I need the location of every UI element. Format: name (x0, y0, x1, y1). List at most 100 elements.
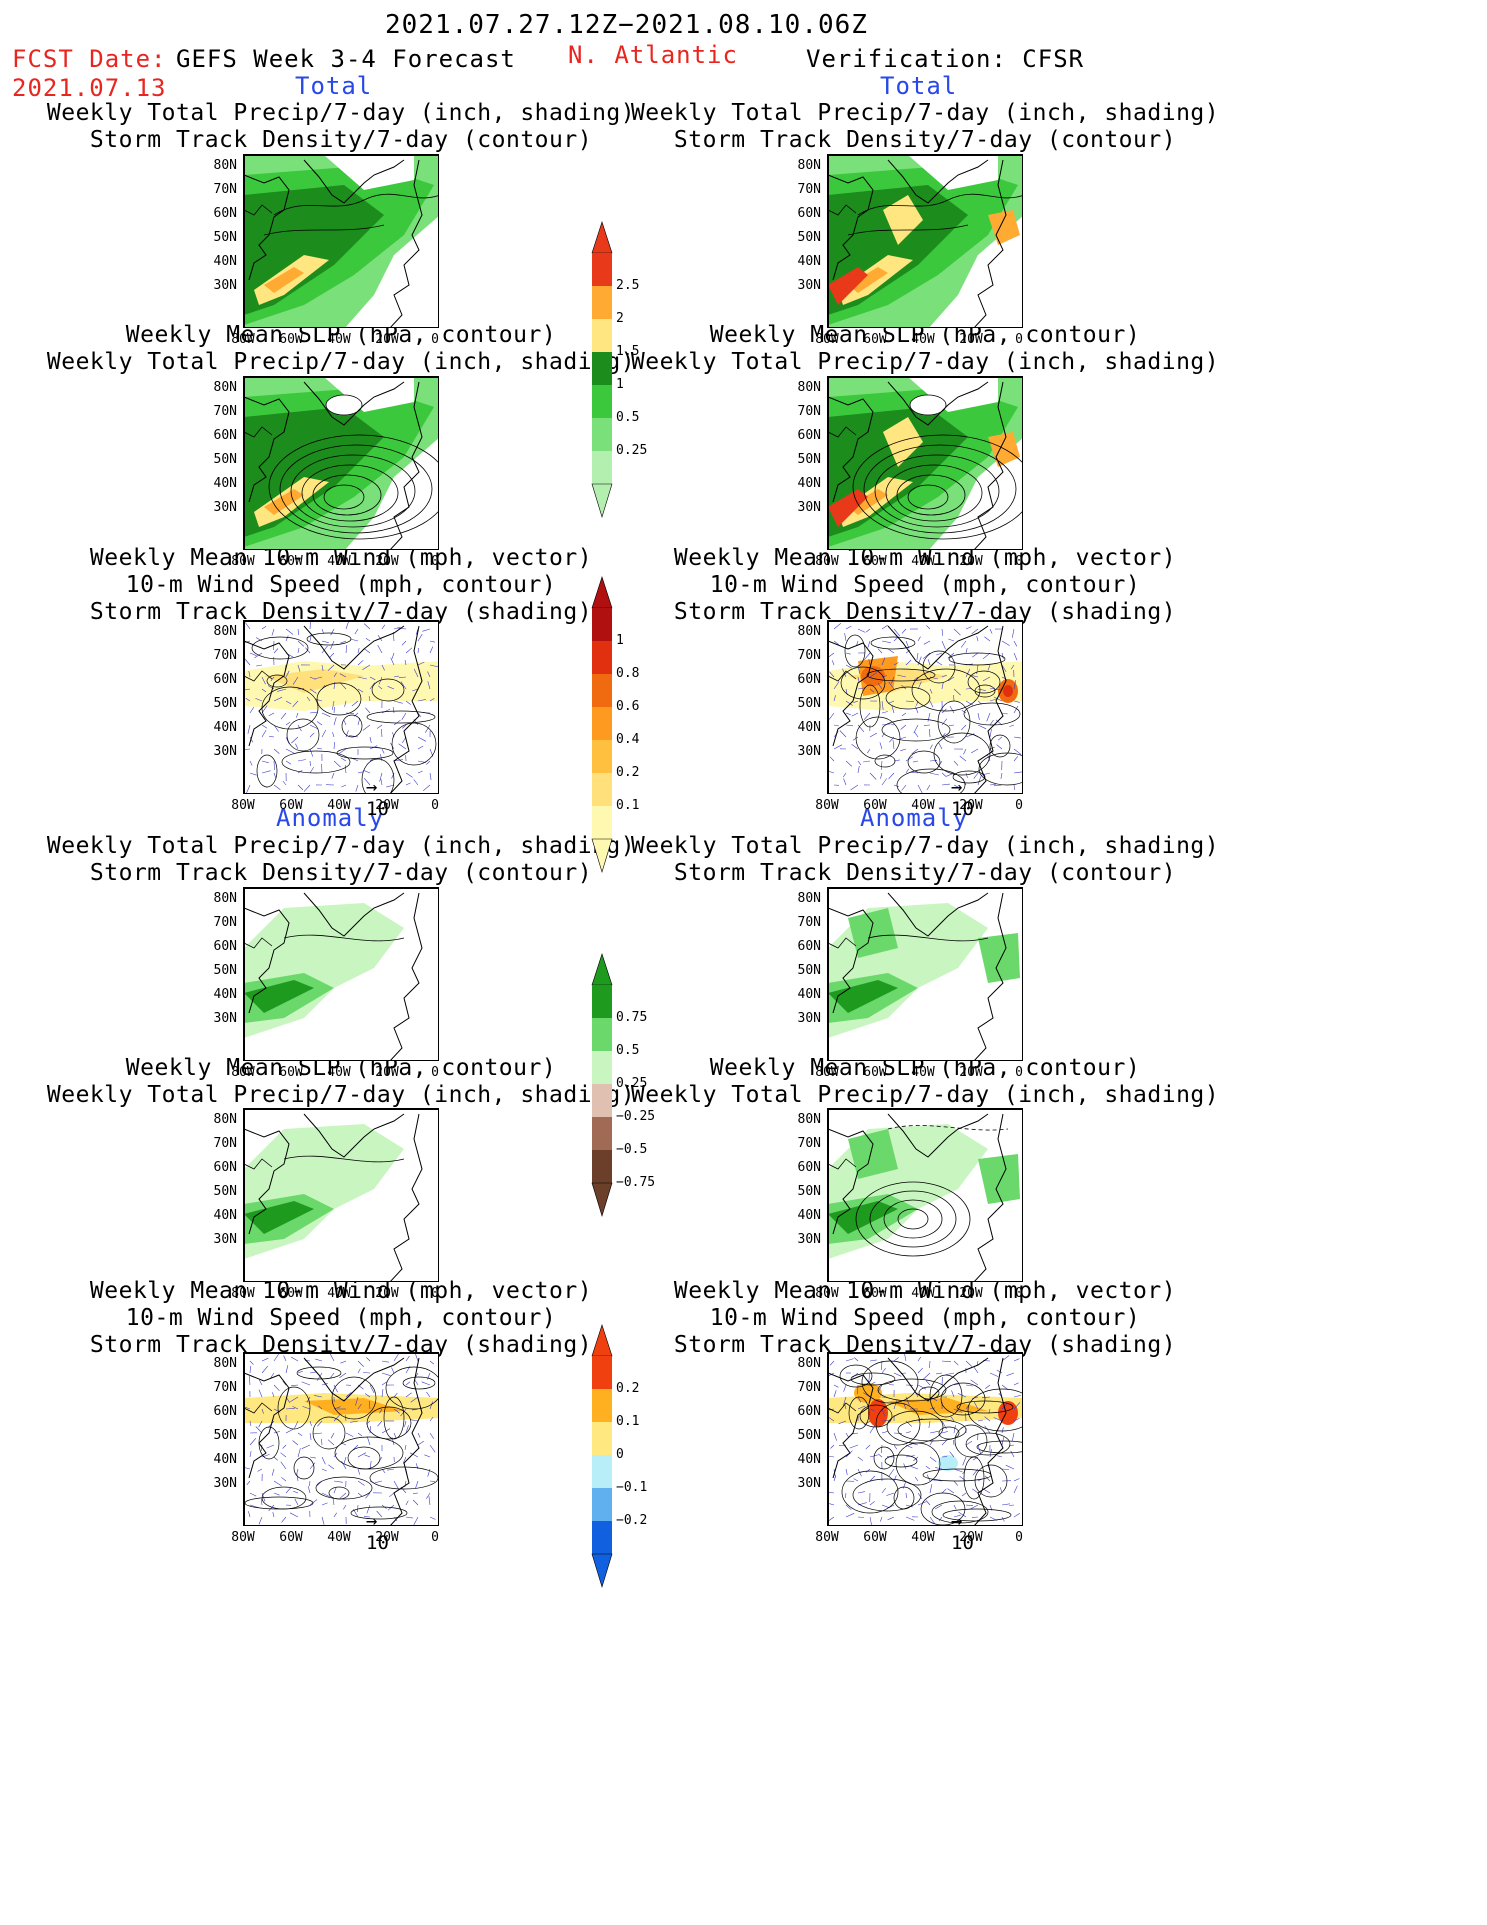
longitude-tick-label: 60W (863, 798, 887, 813)
longitude-tick-label: 0 (1015, 554, 1023, 569)
latitude-tick-label: 80N (797, 380, 821, 395)
latitude-tick-label: 30N (213, 278, 237, 293)
latitude-tick-label: 70N (797, 404, 821, 419)
anomaly-label-left: Anomaly (276, 804, 385, 832)
precip-total-colorbar (591, 221, 613, 519)
latitude-tick-label: 60N (213, 672, 237, 687)
longitude-tick-label: 0 (1015, 332, 1023, 347)
latitude-tick-label: 60N (797, 672, 821, 687)
longitude-tick-label: 20W (375, 1530, 399, 1545)
colorbar-tick-label: 0.2 (616, 1381, 640, 1396)
longitude-tick-label: 0 (431, 1286, 439, 1301)
longitude-tick-label: 40W (327, 1530, 351, 1545)
map-panel-2-left (243, 376, 439, 550)
latitude-tick-label: 50N (213, 230, 237, 245)
colorbar-tick-label: 0.2 (616, 765, 640, 780)
map-panel-2-right (827, 376, 1023, 550)
latitude-tick-label: 60N (213, 428, 237, 443)
latitude-tick-label: 70N (797, 648, 821, 663)
latitude-tick-label: 80N (797, 624, 821, 639)
latitude-tick-label: 30N (213, 500, 237, 515)
colorbar-tick-label: 2 (616, 311, 624, 326)
latitude-tick-label: 40N (213, 1208, 237, 1223)
longitude-tick-label: 60W (863, 332, 887, 347)
longitude-tick-label: 60W (863, 1530, 887, 1545)
latitude-tick-label: 40N (213, 254, 237, 269)
longitude-tick-label: 60W (279, 332, 303, 347)
latitude-tick-label: 40N (213, 987, 237, 1002)
total-label-left: Total (295, 72, 373, 100)
vector-ref-4: → 10 (951, 1510, 974, 1554)
colorbar-tick-label: 0.5 (616, 410, 640, 425)
longitude-tick-label: 20W (959, 554, 983, 569)
latitude-tick-label: 50N (797, 1184, 821, 1199)
colorbar-tick-label: 1 (616, 377, 624, 392)
longitude-tick-label: 20W (959, 332, 983, 347)
colorbar-tick-label: 0.8 (616, 666, 640, 681)
latitude-tick-label: 50N (213, 1428, 237, 1443)
colorbar-tick-label: 0.5 (616, 1043, 640, 1058)
colorbar-tick-label: 0.1 (616, 798, 640, 813)
colorbar-tick-label: 0.6 (616, 699, 640, 714)
colorbar-tick-label: 1 (616, 633, 624, 648)
longitude-tick-label: 40W (911, 1286, 935, 1301)
longitude-tick-label: 20W (959, 1065, 983, 1080)
latitude-tick-label: 30N (213, 1232, 237, 1247)
latitude-tick-label: 50N (797, 452, 821, 467)
latitude-tick-label: 70N (797, 1136, 821, 1151)
longitude-tick-label: 80W (231, 1286, 255, 1301)
longitude-tick-label: 20W (375, 1286, 399, 1301)
latitude-tick-label: 30N (797, 1476, 821, 1491)
longitude-tick-label: 40W (911, 554, 935, 569)
latitude-tick-label: 80N (213, 158, 237, 173)
latitude-tick-label: 40N (797, 720, 821, 735)
anomaly-label-right: Anomaly (860, 804, 969, 832)
longitude-tick-label: 80W (815, 1286, 839, 1301)
colorbar-tick-label: −0.75 (616, 1175, 656, 1190)
latitude-tick-label: 60N (797, 939, 821, 954)
longitude-tick-label: 20W (375, 1065, 399, 1080)
storm-anomaly-colorbar (591, 1324, 613, 1589)
longitude-tick-label: 20W (375, 554, 399, 569)
longitude-tick-label: 40W (327, 798, 351, 813)
map-panel-1-right (827, 154, 1023, 328)
colorbar-tick-label: 0.4 (616, 732, 640, 747)
colorbar-tick-label: 0 (616, 1447, 624, 1462)
longitude-tick-label: 80W (815, 1065, 839, 1080)
longitude-tick-label: 40W (911, 798, 935, 813)
latitude-tick-label: 60N (797, 1160, 821, 1175)
storm-total-colorbar (591, 576, 613, 874)
period-title: 2021.07.27.12Z−2021.08.10.06Z (385, 10, 868, 40)
latitude-tick-label: 70N (213, 648, 237, 663)
latitude-tick-label: 80N (213, 891, 237, 906)
map-panel-4-left (243, 887, 439, 1061)
latitude-tick-label: 70N (213, 404, 237, 419)
latitude-tick-label: 40N (797, 987, 821, 1002)
latitude-tick-label: 50N (797, 963, 821, 978)
longitude-tick-label: 80W (231, 554, 255, 569)
latitude-tick-label: 80N (797, 891, 821, 906)
colorbar-tick-label: 0.75 (616, 1010, 648, 1025)
longitude-tick-label: 80W (231, 1530, 255, 1545)
longitude-tick-label: 0 (1015, 1065, 1023, 1080)
map-panel-6-left (243, 1352, 439, 1526)
panel-title-4-right: Weekly Total Precip/7-day (inch, shading… (630, 833, 1220, 886)
latitude-tick-label: 40N (797, 1452, 821, 1467)
longitude-tick-label: 60W (863, 554, 887, 569)
longitude-tick-label: 0 (431, 1065, 439, 1080)
longitude-tick-label: 60W (863, 1286, 887, 1301)
latitude-tick-label: 40N (797, 476, 821, 491)
colorbar-tick-label: 0.25 (616, 443, 648, 458)
latitude-tick-label: 60N (213, 939, 237, 954)
latitude-tick-label: 50N (797, 696, 821, 711)
longitude-tick-label: 60W (279, 798, 303, 813)
longitude-tick-label: 0 (431, 798, 439, 813)
latitude-tick-label: 30N (213, 744, 237, 759)
panel-title-6-right: Weekly Mean 10-m Wind (mph, vector) 10-m… (673, 1278, 1177, 1358)
longitude-tick-label: 20W (375, 798, 399, 813)
latitude-tick-label: 40N (797, 254, 821, 269)
longitude-tick-label: 40W (911, 1065, 935, 1080)
colorbar-tick-label: −0.1 (616, 1480, 648, 1495)
panel-title-4-left: Weekly Total Precip/7-day (inch, shading… (46, 833, 636, 886)
vector-ref-3: → 10 (366, 1510, 389, 1554)
